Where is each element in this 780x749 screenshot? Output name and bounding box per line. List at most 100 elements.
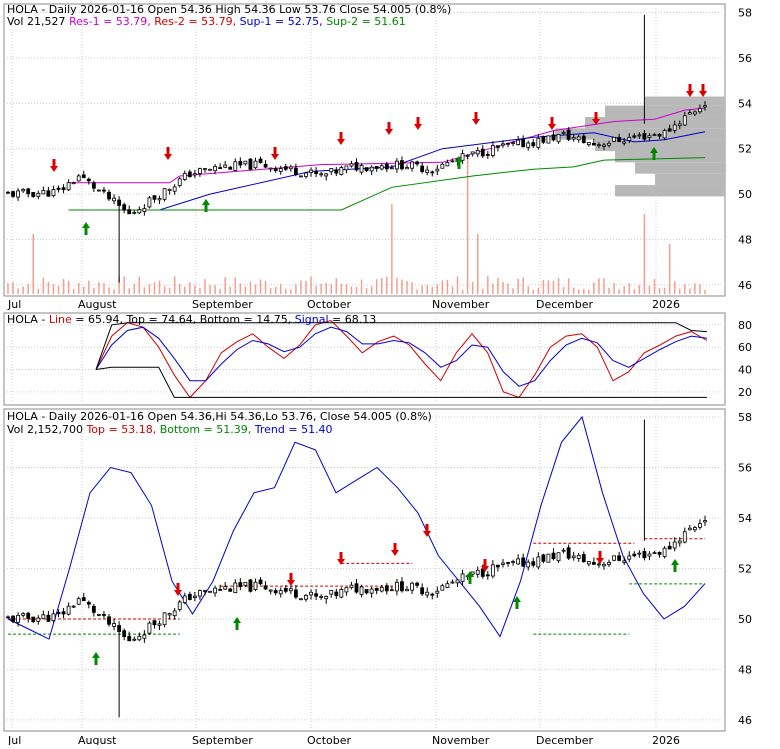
candle-body <box>182 173 187 180</box>
candle-body <box>152 195 157 200</box>
candle-body <box>672 541 677 549</box>
candle-body <box>622 560 627 563</box>
candle-body <box>682 531 687 543</box>
volume-profile-band <box>645 96 725 106</box>
candle-body <box>607 142 611 146</box>
candle-body <box>152 620 157 626</box>
candle-body <box>349 584 354 589</box>
candle-body <box>657 551 662 555</box>
sell-arrow <box>337 132 345 145</box>
buy-arrow <box>671 559 679 572</box>
price-grid <box>4 8 725 294</box>
y-tick-label: 46 <box>738 714 752 727</box>
candle-body <box>213 587 217 594</box>
price-panel: 58 56 54 52 50 48 46 Jul August September October… <box>3 3 752 311</box>
candle-body <box>349 163 354 167</box>
candle-body <box>480 148 485 157</box>
candles <box>6 14 707 283</box>
candle-body <box>677 540 682 544</box>
y-tick-label: 46 <box>738 279 752 292</box>
candle-body <box>445 583 450 588</box>
candle-body <box>243 160 248 165</box>
candle-body <box>218 167 223 169</box>
candle-body <box>299 598 303 601</box>
candle-body <box>319 595 324 598</box>
candle-body <box>435 168 440 172</box>
candle-body <box>273 590 278 594</box>
candle-body <box>359 586 364 595</box>
candle-body <box>117 625 122 632</box>
osc-y-tick-label: 40 <box>738 364 752 377</box>
trend-panel-title: HOLA - Daily 2026-01-16 Open 54.36,Hi 54… <box>7 410 432 423</box>
candle-body <box>97 613 101 616</box>
candle-body <box>460 573 465 582</box>
candle-body <box>541 554 546 562</box>
candle-body <box>233 161 238 171</box>
candle-body <box>501 562 505 565</box>
candle-body <box>652 134 657 136</box>
candle-body <box>81 597 86 602</box>
candle-body <box>71 182 76 185</box>
y-tick-label: 58 <box>738 7 752 20</box>
candle-body <box>314 171 318 175</box>
candle-body <box>591 142 596 146</box>
osc-top-series <box>95 322 708 370</box>
candle-body <box>157 198 162 201</box>
trend-panel: 58 56 54 52 50 48 46 Jul August September October… <box>3 408 752 747</box>
candle-body <box>162 612 167 626</box>
candle-body <box>324 173 329 177</box>
sell-arrow <box>164 147 172 160</box>
candle-body <box>61 187 66 191</box>
sell-arrow <box>337 552 345 565</box>
buy-arrow <box>233 617 241 630</box>
y-tick-label: 48 <box>738 234 752 247</box>
y-tick-label: 56 <box>738 52 752 65</box>
candle-body <box>228 588 233 592</box>
candle-body <box>687 527 692 531</box>
candle-body <box>288 166 293 170</box>
candle-body <box>142 634 147 639</box>
buy-arrow <box>82 222 90 235</box>
candle-body <box>228 166 233 170</box>
volume-profile-band <box>635 162 725 174</box>
signal-arrows <box>50 84 707 235</box>
candle-body <box>107 616 111 625</box>
candle-body <box>329 589 334 595</box>
osc-stat-4: = 68.13 <box>332 313 376 326</box>
candle-body <box>440 585 445 591</box>
candle-body <box>208 590 212 593</box>
candle-body <box>218 589 223 591</box>
candle-body <box>490 145 495 156</box>
candle-body <box>268 589 273 592</box>
candle-body <box>652 552 657 555</box>
trend-x-tick-labels: Jul August September October November Decembe… <box>7 734 680 747</box>
candle-body <box>6 191 10 194</box>
candle-body <box>561 549 566 552</box>
y-tick-label: 58 <box>738 411 752 424</box>
candle-body <box>531 561 536 566</box>
x-tick-label: December <box>536 734 594 745</box>
candle-body <box>203 590 207 592</box>
candle-body <box>405 167 409 170</box>
candle-body <box>374 587 379 591</box>
candle-body <box>147 197 152 208</box>
candle-body <box>511 142 515 144</box>
candle-body <box>122 204 127 211</box>
candle-body <box>127 635 132 642</box>
candle-body <box>21 613 26 616</box>
candle-body <box>627 137 632 141</box>
y-tick-label: 54 <box>738 512 752 525</box>
candle-body <box>450 581 455 584</box>
trend-stat-vol: Vol 2,152,700 <box>7 423 86 436</box>
sell-arrow <box>548 117 556 130</box>
candle-body <box>395 581 399 592</box>
candle-body <box>384 163 389 170</box>
candle-body <box>31 192 36 197</box>
candle-body <box>198 590 202 597</box>
sell-arrow <box>423 524 431 537</box>
oscillator-y-tick-labels: 80 60 40 20 <box>738 319 752 399</box>
candle-body <box>157 623 162 626</box>
candle-body <box>698 107 702 113</box>
volume-profile-band <box>605 105 725 117</box>
oscillator-panel: 80 60 40 20 HOLA - Line = 65.94, Top = 74.6… <box>3 312 752 406</box>
